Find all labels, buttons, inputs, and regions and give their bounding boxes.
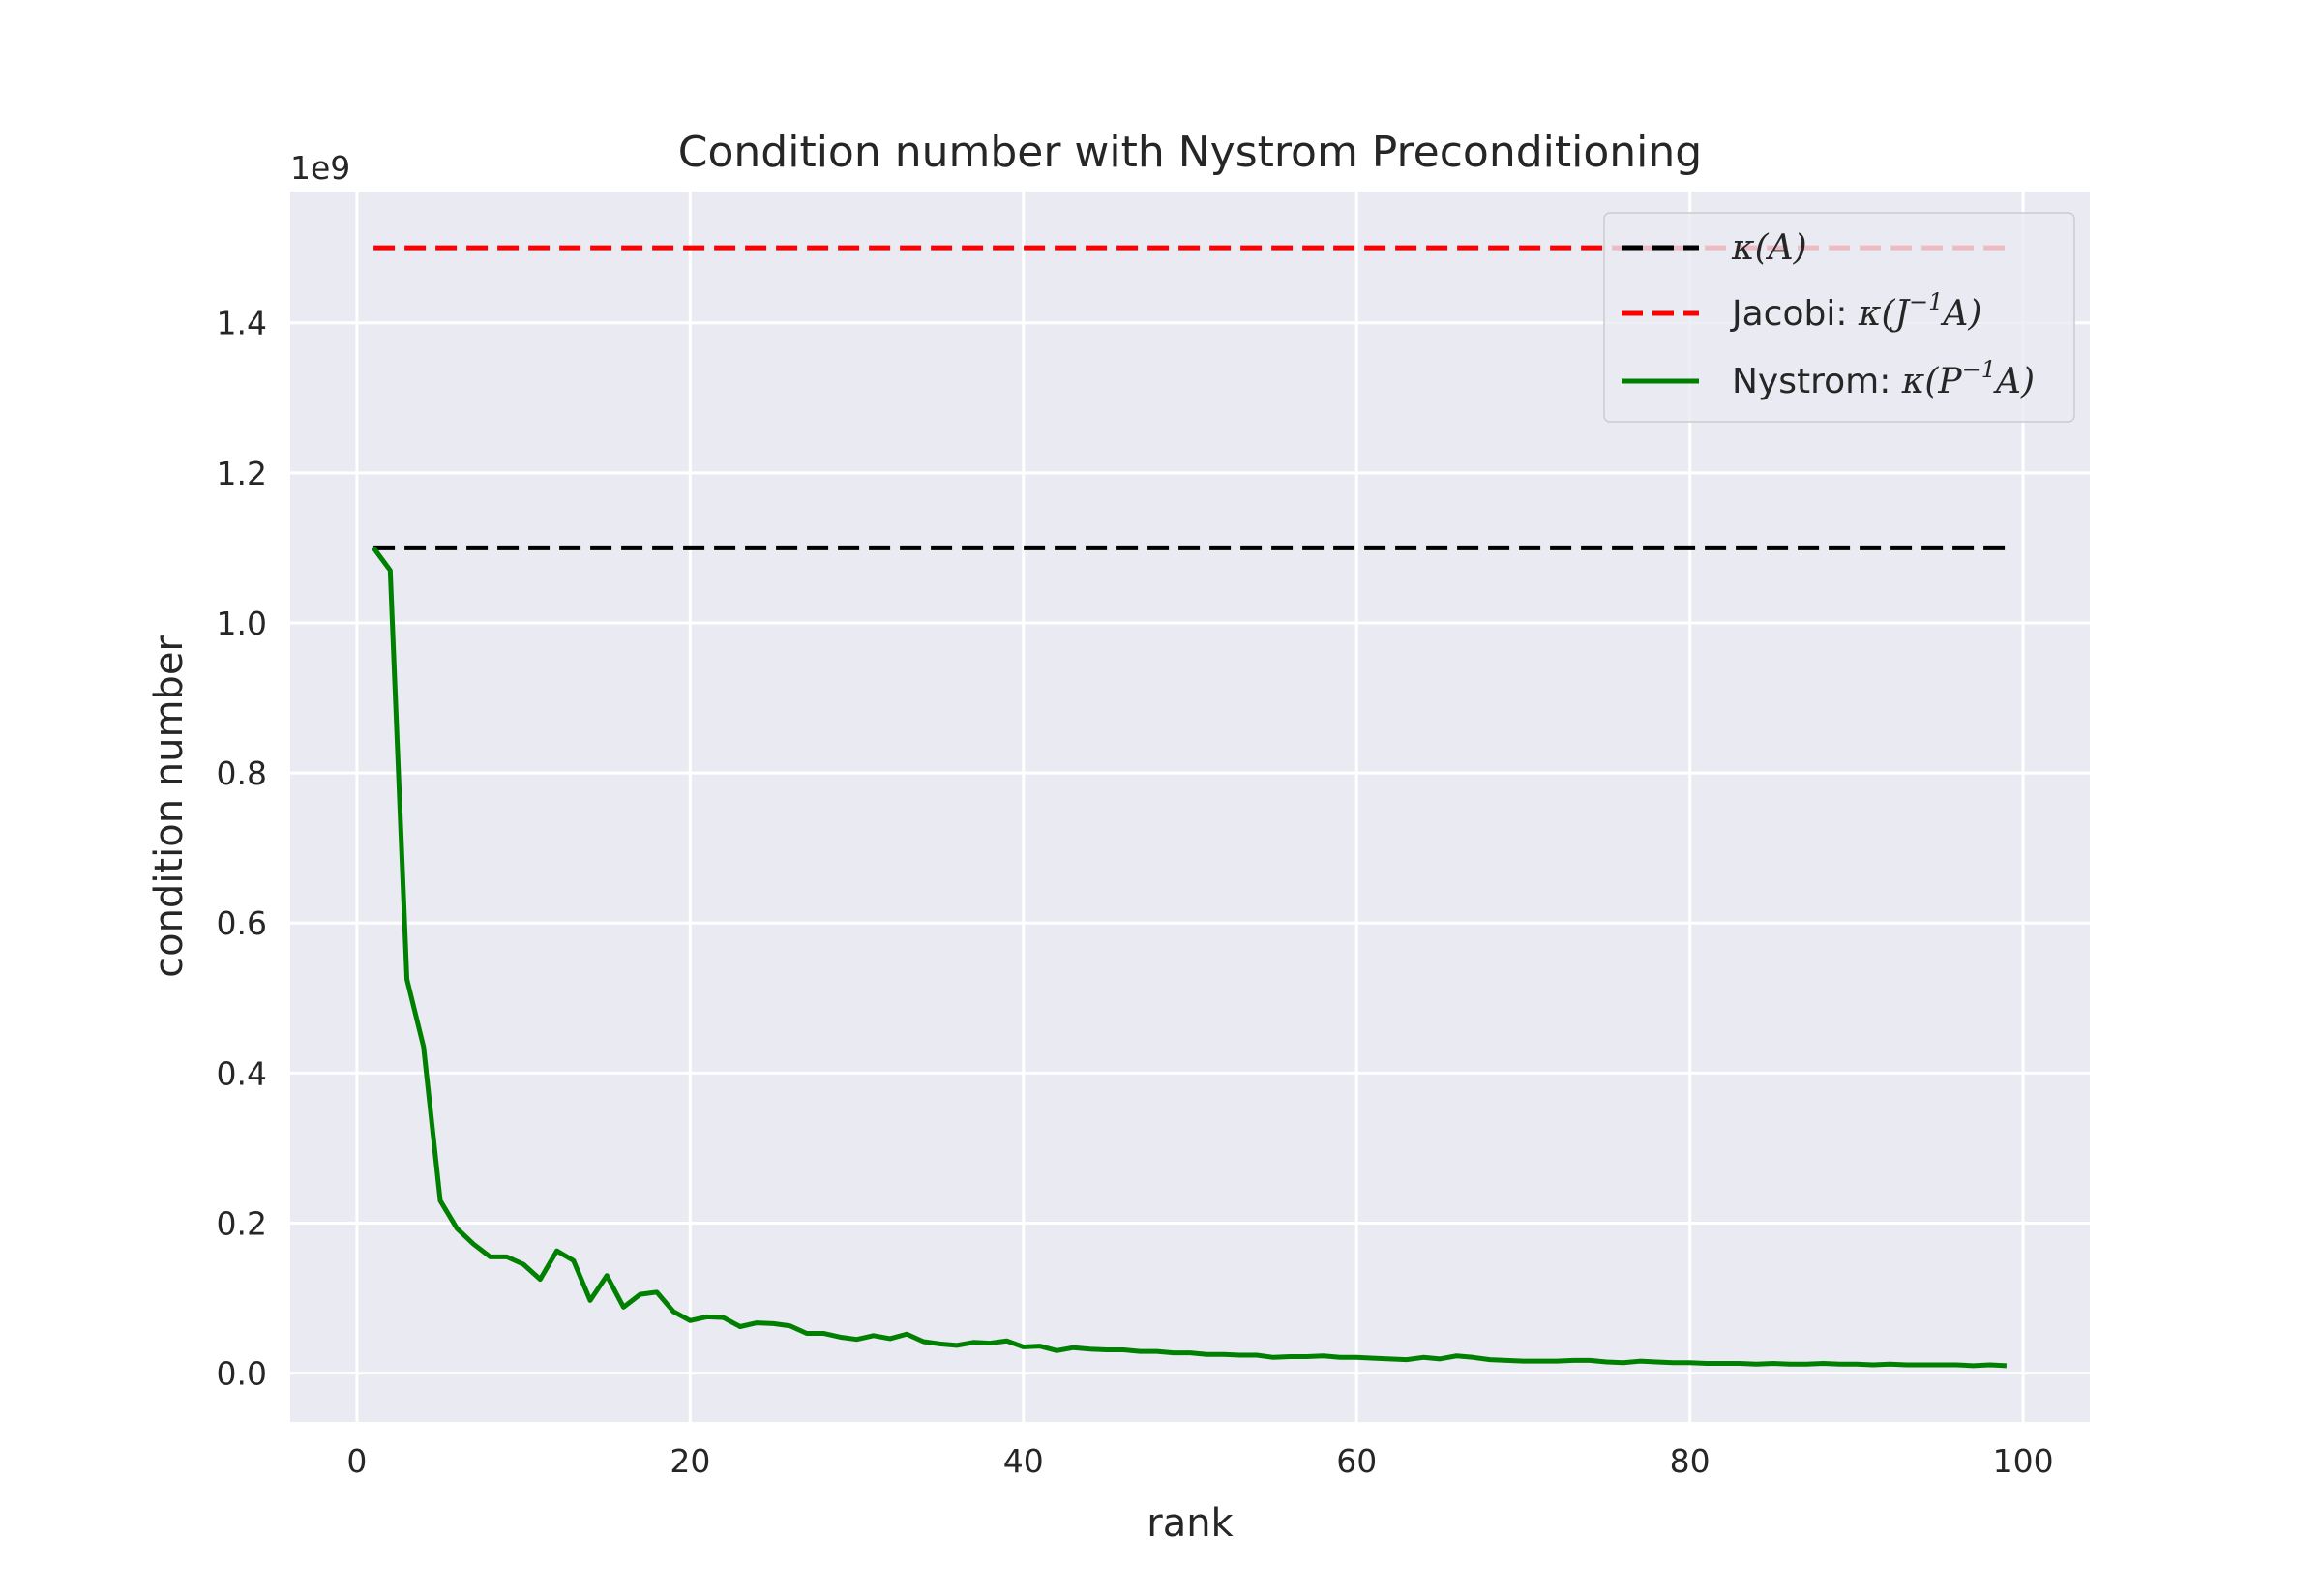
- x-tick-label: 60: [1336, 1442, 1377, 1480]
- x-tick-label: 40: [1003, 1442, 1044, 1480]
- series-group: [372, 245, 2008, 1369]
- x-tick-label: 80: [1670, 1442, 1711, 1480]
- y-tick-label: 0.0: [217, 1355, 267, 1393]
- y-tick-label: 1.2: [217, 455, 267, 492]
- legend-box: [1603, 212, 2075, 423]
- y-tick-label: 0.2: [217, 1204, 267, 1242]
- legend-entry-nystrom: Nystrom: κ(P−1A): [1732, 356, 2035, 401]
- legend-entry-kappa-a: κ(A): [1731, 228, 1807, 268]
- series-nystrom: [372, 546, 2008, 1369]
- y-tick-label: 0.8: [217, 754, 267, 792]
- chart-title: Condition number with Nystrom Preconditi…: [678, 128, 1702, 177]
- legend-entry-jacobi: Jacobi: κ(J−1A): [1730, 288, 1981, 334]
- y-tick-label: 0.4: [217, 1054, 267, 1092]
- y-offset-label: 1e9: [290, 149, 350, 187]
- tick-labels: 0 20 40 60 80 100 0.0 0.2 0.4 0.6 0.8 1.0 1.2 1.4: [217, 305, 2054, 1480]
- x-tick-label: 100: [1993, 1442, 2054, 1480]
- y-tick-label: 1.0: [217, 605, 267, 642]
- x-axis-label: rank: [1146, 1501, 1234, 1546]
- x-tick-label: 20: [670, 1442, 710, 1480]
- y-tick-label: 0.6: [217, 904, 267, 942]
- legend: κ(A) Jacobi: κ(J−1A) Nystrom: κ(P−1A): [1603, 212, 2075, 423]
- x-tick-label: 0: [346, 1442, 367, 1480]
- y-axis-label: condition number: [147, 635, 192, 978]
- y-tick-label: 1.4: [217, 305, 267, 342]
